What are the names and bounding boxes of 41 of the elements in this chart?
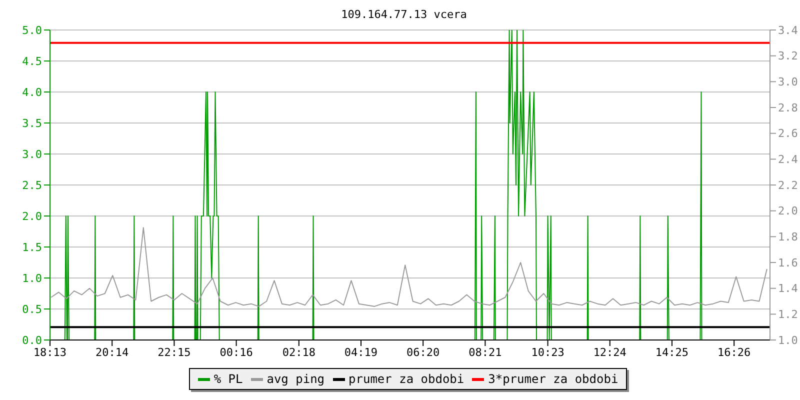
y-tick-label: 1.0 bbox=[22, 272, 42, 285]
x-tick-label: 02:18 bbox=[282, 346, 316, 359]
y-tick-label: 1.5 bbox=[22, 240, 42, 254]
x-tick-label: 16:26 bbox=[718, 346, 751, 359]
y-tick-label: 5.0 bbox=[22, 24, 42, 37]
y2-tick-label: 2.0 bbox=[778, 204, 798, 218]
legend-label: 3*prumer za obdobi bbox=[488, 372, 618, 386]
legend-label: avg ping bbox=[266, 372, 325, 386]
y2-tick-label: 2.6 bbox=[778, 127, 798, 140]
x-tick-label: 00:16 bbox=[220, 346, 253, 359]
y-tick-label: 3.0 bbox=[22, 148, 42, 161]
y2-tick-label: 1.6 bbox=[778, 256, 798, 270]
x-tick-label: 12:24 bbox=[593, 346, 627, 359]
y-tick-label: 0.0 bbox=[22, 334, 42, 347]
y-tick-label: 4.5 bbox=[22, 54, 42, 68]
chart-title: 109.164.77.13 vcera bbox=[340, 8, 468, 23]
y-tick-label: 4.0 bbox=[22, 86, 42, 99]
y-tick-label: 3.5 bbox=[22, 116, 42, 130]
y2-tick-label: 2.2 bbox=[778, 178, 798, 192]
x-tick-label: 04:19 bbox=[344, 346, 378, 359]
y-tick-label: 2.5 bbox=[22, 178, 42, 192]
x-tick-label: 10:23 bbox=[531, 346, 564, 359]
legend-label: prumer za obdobi bbox=[348, 372, 464, 386]
x-tick-label: 20:14 bbox=[96, 346, 130, 359]
y-tick-label: 0.5 bbox=[22, 302, 42, 316]
y2-tick-label: 1.8 bbox=[778, 230, 798, 244]
y-tick-label: 2.0 bbox=[22, 210, 42, 223]
y2-tick-label: 3.2 bbox=[778, 50, 798, 63]
y2-tick-label: 3.4 bbox=[778, 24, 798, 37]
y2-tick-label: 1.4 bbox=[778, 282, 798, 296]
y2-tick-label: 2.4 bbox=[778, 153, 798, 166]
y2-tick-label: 3.0 bbox=[778, 76, 798, 89]
legend-label: % PL bbox=[214, 372, 243, 386]
y2-tick-label: 2.8 bbox=[778, 101, 798, 114]
x-tick-label: 08:21 bbox=[468, 346, 502, 359]
x-tick-label: 06:20 bbox=[406, 346, 440, 359]
x-tick-label: 14:25 bbox=[655, 346, 689, 359]
x-tick-label: 18:13 bbox=[33, 346, 67, 359]
x-tick-label: 22:15 bbox=[158, 346, 191, 359]
y2-tick-label: 1.2 bbox=[778, 308, 798, 322]
y2-tick-label: 1.0 bbox=[778, 334, 798, 347]
